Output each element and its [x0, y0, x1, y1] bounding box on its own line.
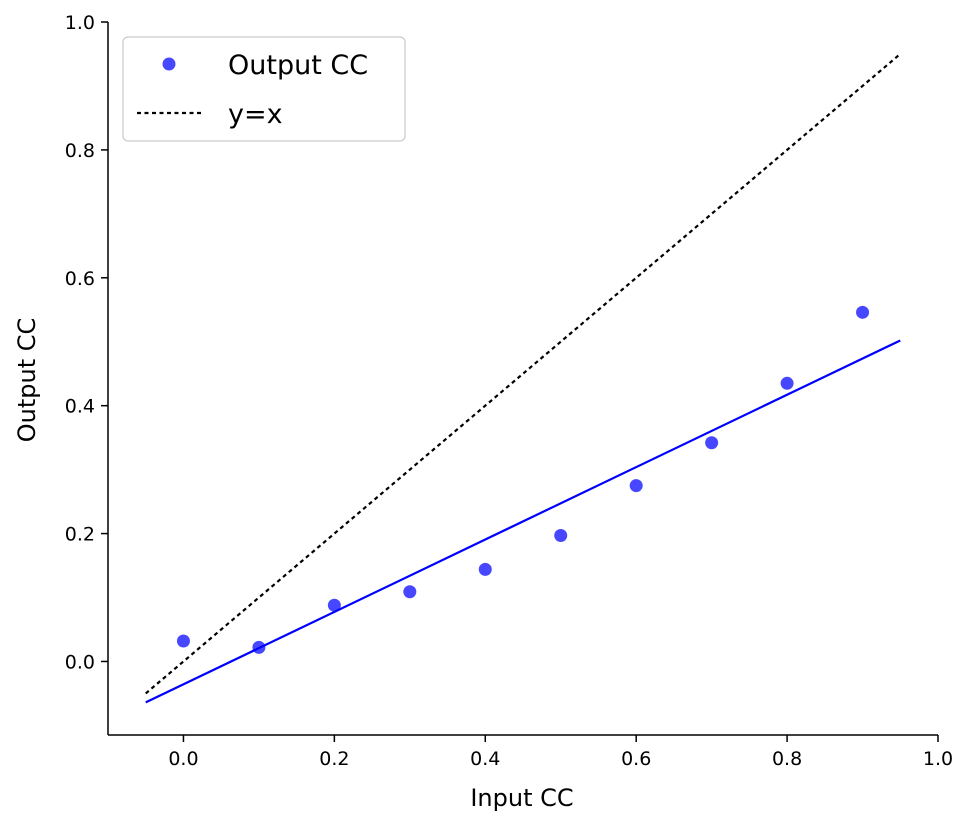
legend-box: [122, 36, 406, 142]
data-point: [327, 598, 341, 612]
data-point: [478, 562, 492, 576]
data-point: [554, 528, 568, 542]
x-axis-label: Input CC: [470, 784, 573, 812]
y-tick-label: 0.4: [65, 396, 95, 418]
data-point: [252, 640, 266, 654]
data-point: [856, 305, 870, 319]
y-tick-label: 1.0: [65, 12, 95, 34]
fit-line: [145, 339, 901, 704]
identity-line: [145, 53, 901, 695]
x-tick-label: 0.8: [772, 748, 802, 770]
plot-points: [176, 305, 870, 654]
data-point: [176, 634, 190, 648]
data-point: [403, 585, 417, 599]
x-tick-label: 0.4: [470, 748, 500, 770]
data-point: [705, 436, 719, 450]
y-tick-label: 0.2: [65, 524, 95, 546]
legend-label: y=x: [228, 99, 283, 130]
x-tick-label: 0.6: [621, 748, 651, 770]
data-point: [780, 376, 794, 390]
x-tick-label: 1.0: [923, 748, 953, 770]
legend-label: Output CC: [228, 50, 368, 81]
y-tick-label: 0.6: [65, 268, 95, 290]
y-tick-label: 0.8: [65, 140, 95, 162]
plot-lines: [145, 53, 901, 704]
axes: 0.0 0.2 0.4 0.6 0.8 1.0 0.0 0.2 0.4 0.6 0.8 1.0: [65, 12, 953, 770]
y-axis-label: Output CC: [13, 318, 41, 443]
data-point: [629, 479, 643, 493]
legend-marker: [162, 57, 176, 71]
legend: Output CC y=x: [122, 36, 406, 142]
y-tick-label: 0.0: [65, 651, 95, 673]
x-tick-label: 0.2: [319, 748, 349, 770]
x-tick-label: 0.0: [168, 748, 198, 770]
